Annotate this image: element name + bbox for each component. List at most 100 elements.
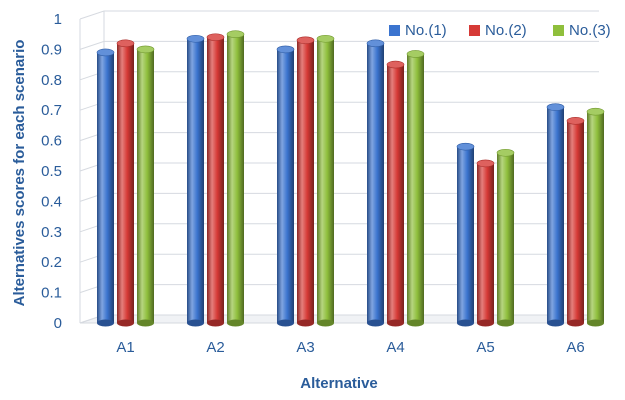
bar-base	[297, 319, 314, 327]
bar	[496, 148, 515, 327]
x-tick-label: A2	[206, 339, 224, 356]
y-tick-label: 0.2	[41, 254, 62, 271]
bar-top	[566, 117, 585, 125]
bar-body	[97, 52, 114, 323]
bar-body	[117, 43, 134, 323]
bars	[96, 30, 605, 327]
bar	[296, 36, 315, 327]
gridline	[79, 253, 599, 263]
gridline	[79, 192, 599, 202]
y-tick-label: 0.9	[41, 41, 62, 58]
bar-top	[476, 159, 495, 168]
gridline	[79, 284, 599, 294]
bar-body	[387, 64, 404, 323]
y-tick-label: 0.7	[41, 102, 62, 119]
bar-body	[497, 152, 514, 323]
bar-base	[567, 319, 584, 327]
legend-swatch	[389, 25, 400, 36]
legend-item: No.(1)	[389, 22, 447, 39]
bar-body	[187, 38, 204, 323]
bar-base	[497, 319, 514, 327]
x-axis-ticks: A1 A2 A3 A4 A5 A6	[116, 339, 584, 356]
bar	[546, 103, 565, 327]
bar-top	[456, 142, 475, 151]
bar-top	[186, 34, 205, 43]
bar	[226, 30, 245, 327]
bar-body	[367, 43, 384, 323]
gridline	[79, 101, 599, 111]
bar-base	[457, 319, 474, 327]
bar	[406, 50, 425, 327]
bar	[366, 39, 385, 327]
bar	[96, 48, 115, 327]
x-axis-label: Alternative	[300, 375, 378, 392]
y-tick-label: 0.1	[41, 285, 62, 302]
y-tick-label: 0	[54, 315, 62, 332]
bar-top	[386, 60, 405, 69]
legend-swatch	[469, 25, 480, 36]
bar-base	[587, 319, 604, 327]
bar-base	[477, 319, 494, 327]
x-tick-label: A5	[476, 339, 494, 356]
bar	[476, 159, 495, 327]
bar	[456, 142, 475, 327]
bar	[136, 45, 155, 327]
bar-body	[477, 163, 494, 323]
bar-body	[277, 49, 294, 324]
bar-base	[547, 319, 564, 327]
y-axis-label: Alternatives scores for each scenario	[11, 40, 28, 307]
bar-top	[366, 39, 385, 48]
bar-top	[276, 45, 295, 54]
bar	[206, 33, 225, 327]
x-tick-label: A3	[296, 339, 314, 356]
floor-plane	[79, 314, 600, 324]
legend-label: No.(1)	[405, 22, 447, 39]
bar-top	[226, 30, 245, 39]
y-axis-ticks: 0 0.1 0.2 0.3 0.4 0.5 0.6 0.7 0.8 0.9 1	[41, 11, 62, 332]
bar-base	[407, 319, 424, 327]
bar	[186, 34, 205, 327]
bar-top	[296, 36, 315, 45]
bar-top	[116, 39, 135, 48]
bar-base	[367, 319, 384, 327]
bar-body	[457, 146, 474, 323]
y-tick-label: 0.3	[41, 224, 62, 241]
x-tick-label: A1	[116, 339, 134, 356]
grid	[79, 10, 600, 324]
legend-label: No.(2)	[485, 22, 527, 39]
bar-base	[277, 319, 294, 327]
bar-body	[137, 49, 154, 324]
y-tick-label: 0.8	[41, 72, 62, 89]
bar	[386, 60, 405, 327]
bar-body	[207, 37, 224, 324]
bar-base	[137, 319, 154, 327]
y-tick-label: 0.5	[41, 163, 62, 180]
y-tick-label: 1	[54, 11, 62, 28]
bar-top	[406, 50, 425, 58]
legend-label: No.(3)	[569, 22, 611, 39]
gridline	[79, 132, 599, 142]
legend-item: No.(2)	[469, 22, 527, 39]
bar	[586, 107, 605, 327]
legend: No.(1) No.(2) No.(3)	[389, 22, 611, 39]
legend-item: No.(3)	[553, 22, 611, 39]
bar-base	[117, 319, 134, 327]
bar-top	[316, 34, 335, 43]
bar-top	[206, 33, 225, 42]
bar-body	[567, 120, 584, 323]
bar-top	[136, 45, 155, 54]
bar-body	[227, 34, 244, 323]
bar	[316, 34, 335, 327]
gridline	[79, 10, 599, 20]
y-tick-label: 0.6	[41, 133, 62, 150]
bar-base	[187, 319, 204, 327]
bar-body	[297, 40, 314, 323]
x-tick-label: A4	[386, 339, 404, 356]
bar-base	[317, 319, 334, 327]
bar-base	[387, 319, 404, 327]
bar-top	[586, 107, 605, 116]
bar-top	[546, 103, 565, 111]
gridline	[79, 71, 599, 81]
